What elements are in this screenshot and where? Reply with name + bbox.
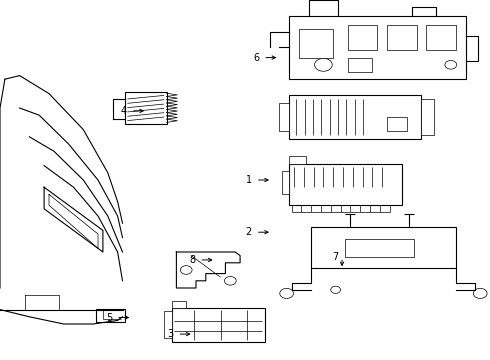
Bar bbox=[282, 171, 289, 194]
Text: 4: 4 bbox=[121, 106, 127, 116]
Text: 3: 3 bbox=[167, 329, 173, 339]
Bar bbox=[172, 308, 265, 342]
Bar bbox=[289, 164, 402, 205]
Circle shape bbox=[224, 276, 236, 285]
Bar bbox=[289, 156, 306, 164]
Circle shape bbox=[473, 288, 487, 298]
Circle shape bbox=[315, 58, 332, 71]
Circle shape bbox=[331, 286, 341, 293]
Bar bbox=[348, 58, 372, 72]
Bar bbox=[387, 25, 416, 50]
Text: 1: 1 bbox=[246, 175, 252, 185]
Bar bbox=[172, 301, 186, 308]
Bar bbox=[387, 117, 407, 131]
Text: 6: 6 bbox=[253, 53, 259, 63]
Bar bbox=[289, 95, 421, 139]
Bar bbox=[289, 16, 466, 79]
Text: 5: 5 bbox=[106, 312, 112, 323]
Bar bbox=[311, 227, 456, 268]
Bar bbox=[299, 29, 333, 58]
Bar bbox=[125, 92, 167, 124]
Text: 2: 2 bbox=[245, 227, 252, 237]
Circle shape bbox=[180, 266, 192, 274]
Bar bbox=[348, 25, 377, 50]
Bar bbox=[421, 99, 434, 135]
Circle shape bbox=[445, 60, 457, 69]
Circle shape bbox=[280, 288, 294, 298]
Bar bbox=[279, 103, 289, 131]
Bar bbox=[345, 239, 414, 257]
Bar bbox=[164, 311, 171, 338]
Bar bbox=[426, 25, 456, 50]
Text: 7: 7 bbox=[332, 252, 338, 262]
Bar bbox=[96, 309, 125, 322]
Text: 8: 8 bbox=[189, 255, 196, 265]
